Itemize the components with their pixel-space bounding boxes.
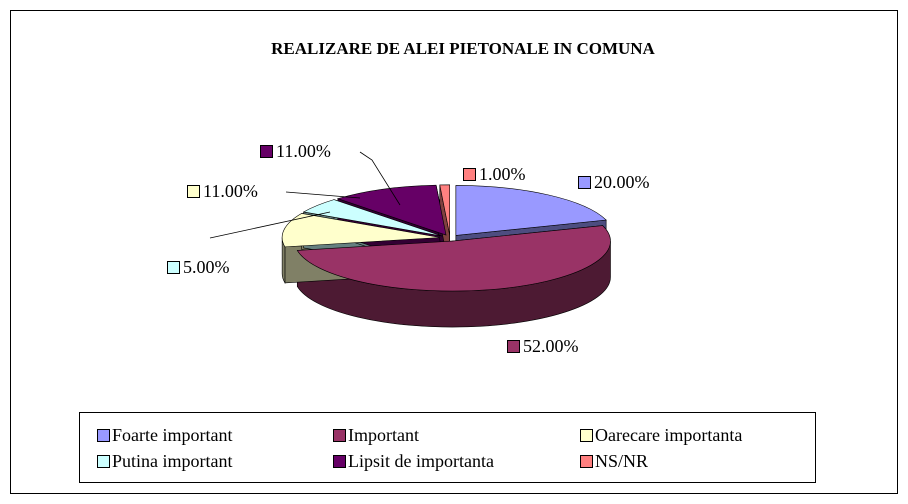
legend-swatch xyxy=(97,455,110,468)
leader-line xyxy=(209,211,331,239)
label-swatch xyxy=(507,340,520,353)
pie-tops xyxy=(281,184,611,292)
slice xyxy=(302,199,443,237)
data-label: 52.00% xyxy=(523,336,579,356)
legend-swatch xyxy=(580,429,593,442)
slice xyxy=(455,185,607,236)
legend-label: Important xyxy=(348,425,419,445)
legend-label: Putina important xyxy=(112,451,233,471)
legend-frame xyxy=(79,412,816,483)
legend-swatch xyxy=(333,455,346,468)
slice xyxy=(439,184,450,235)
legend-label: NS/NR xyxy=(595,451,648,471)
slice xyxy=(296,225,611,292)
data-label: 20.00% xyxy=(594,172,650,192)
slice xyxy=(336,184,447,236)
legend-swatch xyxy=(333,429,346,442)
data-label: 11.00% xyxy=(276,141,331,161)
data-label: 5.00% xyxy=(183,257,230,277)
chart-title: REALIZARE DE ALEI PIETONALE IN COMUNA xyxy=(271,39,655,58)
leader-line xyxy=(359,151,401,206)
label-swatch xyxy=(578,176,591,189)
label-swatch xyxy=(463,168,476,181)
legend-swatch xyxy=(97,429,110,442)
slice xyxy=(281,213,441,248)
legend-label: Lipsit de importanta xyxy=(348,451,494,471)
legend-label: Foarte important xyxy=(112,425,232,445)
data-label: 11.00% xyxy=(203,181,258,201)
leader-line xyxy=(285,191,361,199)
legend-label: Oarecare importanta xyxy=(595,425,742,445)
label-swatch xyxy=(260,145,273,158)
label-swatch xyxy=(187,185,200,198)
data-label: 1.00% xyxy=(479,164,526,184)
legend-swatch xyxy=(580,455,593,468)
label-swatch xyxy=(167,261,180,274)
